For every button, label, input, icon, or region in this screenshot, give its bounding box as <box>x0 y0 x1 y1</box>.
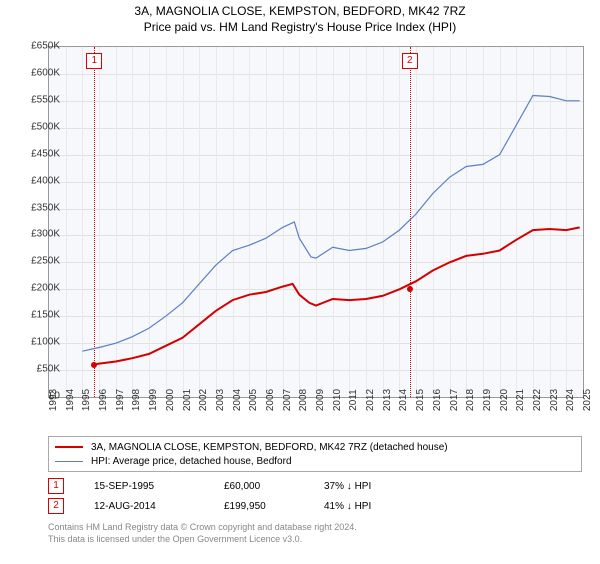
sale-marker <box>91 362 97 368</box>
chart-title: 3A, MAGNOLIA CLOSE, KEMPSTON, BEDFORD, M… <box>0 4 600 18</box>
x-axis-label: 2001 <box>182 389 193 411</box>
series-line <box>82 96 579 352</box>
y-axis-label: £500K <box>20 121 60 132</box>
sale-marker <box>407 286 413 292</box>
x-axis-label: 2014 <box>398 389 409 411</box>
x-axis-label: 1997 <box>115 389 126 411</box>
sale-date-2: 12-AUG-2014 <box>94 501 224 512</box>
legend-row-hpi: HPI: Average price, detached house, Bedf… <box>55 454 575 468</box>
x-axis-label: 2025 <box>582 389 593 411</box>
x-axis-label: 1993 <box>48 389 59 411</box>
y-axis-label: £600K <box>20 67 60 78</box>
legend-swatch-property <box>55 446 83 448</box>
sales-table: 1 15-SEP-1995 £60,000 37% ↓ HPI 2 12-AUG… <box>48 476 444 516</box>
footer-line-2: This data is licensed under the Open Gov… <box>48 534 357 546</box>
legend-label-hpi: HPI: Average price, detached house, Bedf… <box>91 456 292 467</box>
x-axis-label: 2017 <box>449 389 460 411</box>
x-axis-label: 2004 <box>232 389 243 411</box>
sale-number-badge: 1 <box>86 53 102 69</box>
footer-line-1: Contains HM Land Registry data © Crown c… <box>48 522 357 534</box>
legend-row-property: 3A, MAGNOLIA CLOSE, KEMPSTON, BEDFORD, M… <box>55 440 575 454</box>
x-axis-label: 2009 <box>315 389 326 411</box>
x-axis-label: 2023 <box>549 389 560 411</box>
chart-container: 3A, MAGNOLIA CLOSE, KEMPSTON, BEDFORD, M… <box>0 4 600 564</box>
sale-number-1: 1 <box>48 478 64 494</box>
legend-label-property: 3A, MAGNOLIA CLOSE, KEMPSTON, BEDFORD, M… <box>91 442 448 453</box>
x-axis-label: 2021 <box>515 389 526 411</box>
sale-price-2: £199,950 <box>224 501 324 512</box>
x-axis-label: 1994 <box>65 389 76 411</box>
y-axis-label: £50K <box>20 364 60 375</box>
x-axis-label: 2006 <box>265 389 276 411</box>
legend: 3A, MAGNOLIA CLOSE, KEMPSTON, BEDFORD, M… <box>48 436 582 472</box>
footer: Contains HM Land Registry data © Crown c… <box>48 522 357 545</box>
sale-date-1: 15-SEP-1995 <box>94 481 224 492</box>
x-axis-label: 2003 <box>215 389 226 411</box>
chart-subtitle: Price paid vs. HM Land Registry's House … <box>0 20 600 34</box>
sale-pct-2: 41% ↓ HPI <box>324 501 444 512</box>
x-axis-label: 2005 <box>248 389 259 411</box>
y-axis-label: £650K <box>20 41 60 52</box>
x-axis-label: 2020 <box>499 389 510 411</box>
x-axis-label: 1998 <box>131 389 142 411</box>
x-axis-label: 2024 <box>565 389 576 411</box>
x-axis-label: 1996 <box>98 389 109 411</box>
y-axis-label: £200K <box>20 283 60 294</box>
x-axis-label: 2018 <box>465 389 476 411</box>
legend-swatch-hpi <box>55 461 83 462</box>
sale-price-1: £60,000 <box>224 481 324 492</box>
x-axis-label: 2000 <box>165 389 176 411</box>
sale-number-2: 2 <box>48 498 64 514</box>
sale-row: 1 15-SEP-1995 £60,000 37% ↓ HPI <box>48 476 444 496</box>
x-axis-label: 2007 <box>282 389 293 411</box>
x-axis-label: 2022 <box>532 389 543 411</box>
x-axis-label: 2019 <box>482 389 493 411</box>
x-axis-label: 2013 <box>382 389 393 411</box>
y-axis-label: £350K <box>20 202 60 213</box>
y-axis-label: £100K <box>20 337 60 348</box>
x-axis-label: 2016 <box>432 389 443 411</box>
y-axis-label: £400K <box>20 175 60 186</box>
chart-area: 12 <box>48 46 584 398</box>
y-axis-label: £450K <box>20 148 60 159</box>
y-axis-label: £250K <box>20 256 60 267</box>
y-axis-label: £300K <box>20 229 60 240</box>
y-axis-label: £550K <box>20 94 60 105</box>
x-axis-label: 1999 <box>148 389 159 411</box>
sale-number-badge: 2 <box>402 53 418 69</box>
x-axis-label: 1995 <box>81 389 92 411</box>
x-axis-label: 2011 <box>348 389 359 411</box>
sale-row: 2 12-AUG-2014 £199,950 41% ↓ HPI <box>48 496 444 516</box>
x-axis-label: 2012 <box>365 389 376 411</box>
sale-pct-1: 37% ↓ HPI <box>324 481 444 492</box>
x-axis-label: 2002 <box>198 389 209 411</box>
y-axis-label: £150K <box>20 310 60 321</box>
x-axis-label: 2010 <box>332 389 343 411</box>
x-axis-label: 2008 <box>298 389 309 411</box>
x-axis-label: 2015 <box>415 389 426 411</box>
